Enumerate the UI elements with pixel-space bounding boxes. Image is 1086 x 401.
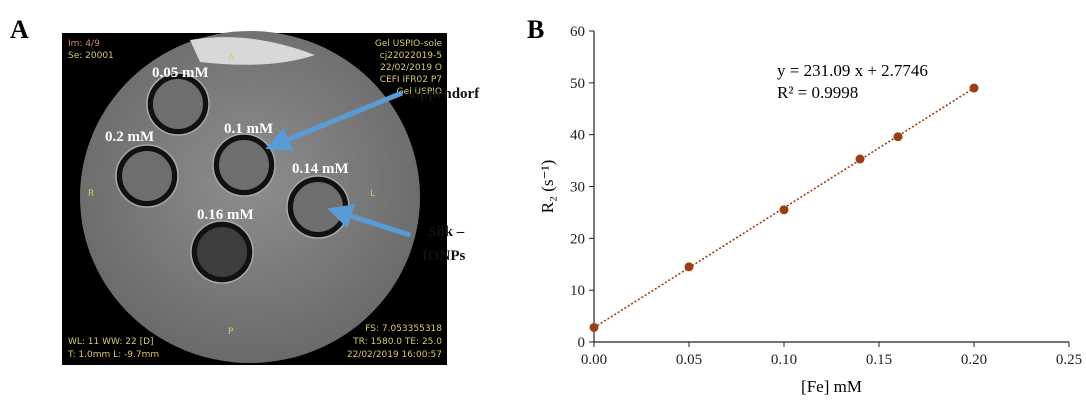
orientation: A — [228, 53, 235, 63]
point — [893, 132, 903, 142]
y-tick-label: 20 — [570, 231, 585, 247]
y-axis-label: R₂ (s⁻¹) — [538, 160, 557, 214]
overlay-text: Gel USPIO-sole — [375, 39, 443, 49]
tube-label: 0.16 mM — [197, 207, 254, 223]
tube-label: 0.14 mM — [292, 161, 349, 177]
overlay-text: TR: 1580.0 TE: 25.0 — [352, 337, 442, 347]
arrow — [265, 90, 403, 151]
r-squared: R² = 0.9998 — [777, 83, 858, 102]
y-tick-label: 30 — [570, 180, 585, 196]
point — [855, 154, 865, 164]
point — [969, 83, 979, 93]
overlay-text: 22/02/2019 O — [380, 63, 442, 73]
x-tick-label: 0.00 — [581, 352, 607, 368]
phantom-top — [190, 37, 315, 65]
x-tick-label: 0.25 — [1056, 352, 1082, 368]
x-axis-label: [Fe] mM — [801, 377, 862, 396]
point — [589, 322, 599, 332]
overlay-text: Se: 20001 — [68, 51, 114, 61]
overlay-text: cj22022019-5 — [380, 51, 442, 61]
equation: y = 231.09 x + 2.7746 — [777, 61, 928, 80]
y-tick-label: 40 — [570, 128, 585, 144]
y-tick-label: 50 — [570, 76, 585, 92]
point — [779, 205, 789, 215]
y-tick-label: 0 — [578, 335, 586, 351]
x-tick-label: 0.10 — [771, 352, 797, 368]
panel-label: A — [10, 15, 29, 44]
annotation: Eppendorf — [410, 86, 480, 102]
tube-rims — [115, 72, 350, 284]
orientation: P — [228, 327, 234, 337]
arrow — [327, 204, 411, 238]
overlay-text: CEFI IFR02 P7 — [380, 75, 442, 85]
y-tick-label: 10 — [570, 283, 585, 299]
x-tick-label: 0.15 — [866, 352, 892, 368]
annotation: IONPs — [422, 248, 466, 264]
overlay-text: WL: 11 WW: 22 [D] — [68, 337, 154, 347]
point — [684, 262, 694, 272]
overlay-text: Im: 4/9 — [68, 39, 100, 49]
tube-label: 0.05 mM — [152, 65, 209, 81]
panel-label: B — [527, 15, 544, 44]
overlay-text: 22/02/2019 16:00:57 — [347, 350, 442, 360]
annotation: Silk – — [428, 224, 465, 240]
tube-label: 0.2 mM — [105, 129, 154, 145]
y-tick-label: 60 — [570, 24, 585, 40]
orientation: L — [370, 189, 375, 199]
x-tick-label: 0.05 — [676, 352, 702, 368]
overlay-text: FS: 7.053355318 — [365, 324, 442, 334]
tube-label: 0.1 mM — [224, 121, 273, 137]
overlay-text: T: 1.0mm L: -9.7mm — [67, 350, 159, 360]
x-tick-label: 0.20 — [961, 352, 987, 368]
orientation: R — [88, 189, 94, 199]
overlay-text: Gel USPIO — [397, 87, 442, 97]
